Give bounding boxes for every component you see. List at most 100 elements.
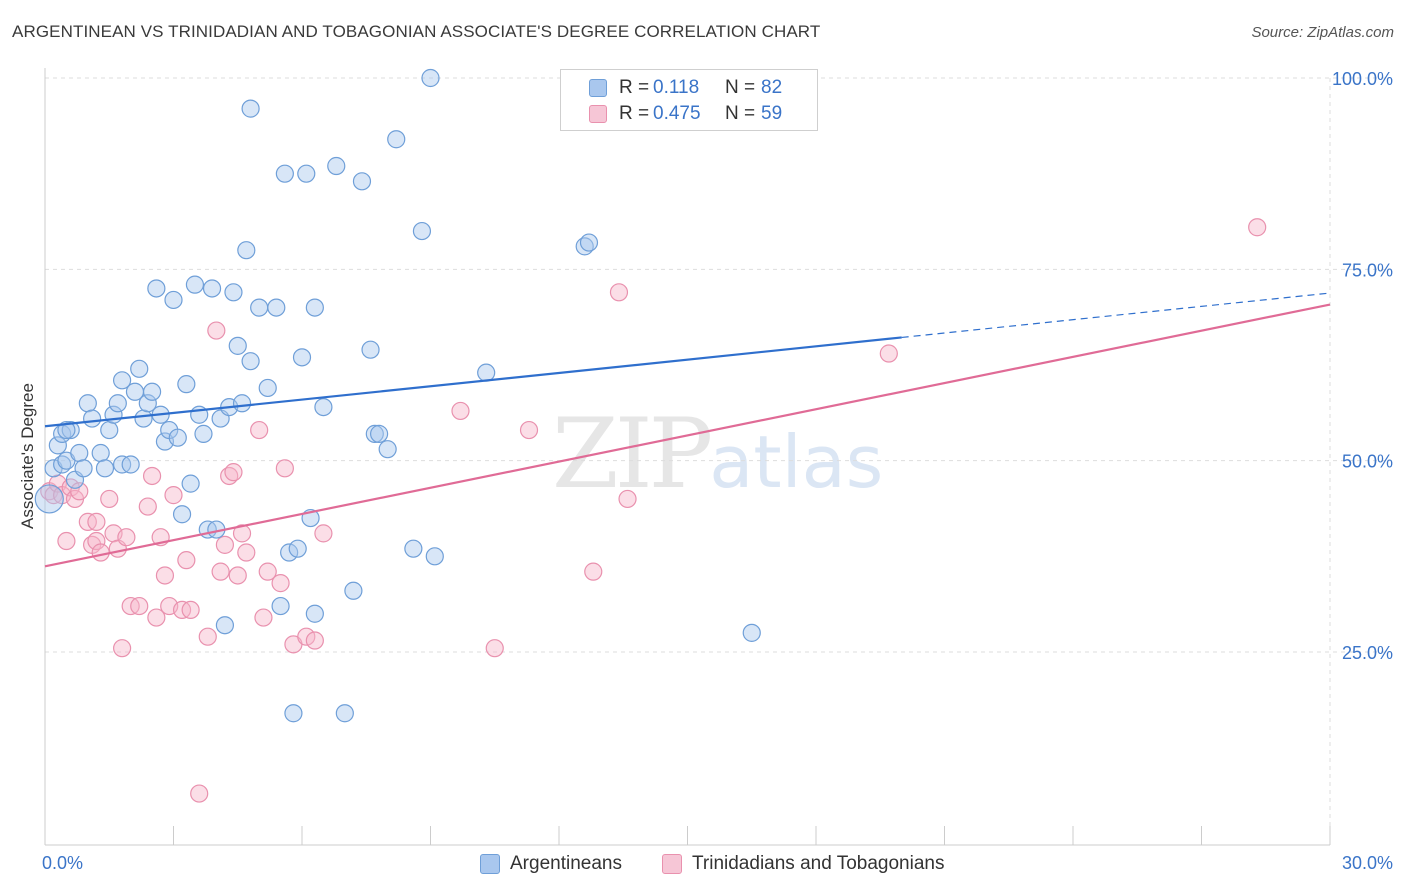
source-label: Source: ZipAtlas.com [1251, 24, 1394, 41]
watermark-atlas: atlas [709, 420, 884, 504]
legend-n-value: 82 [761, 77, 783, 98]
legend-n-value: 59 [761, 103, 783, 124]
trinidadian-point [147, 608, 166, 627]
trinidadian-point [618, 489, 637, 509]
argentinean-point [147, 279, 166, 298]
trinidadian-point [112, 639, 132, 658]
argentinean-point [378, 440, 397, 459]
argentinean-point [91, 443, 110, 463]
argentinean-point [579, 233, 599, 252]
trend-lines [44, 292, 1331, 568]
legend-swatch-blue [589, 79, 607, 97]
argentinean-point [361, 340, 380, 359]
argentinean-point [172, 505, 192, 524]
argentinean-point [288, 539, 307, 558]
argentinean-point [100, 420, 119, 440]
argentinean-point [267, 298, 286, 317]
argentinean-point [237, 241, 256, 260]
argentinean-point [365, 424, 384, 443]
argentinean-point [314, 397, 333, 417]
argentinean-point [404, 539, 423, 558]
trinidadian-point [254, 608, 273, 627]
argentinean-point [95, 459, 115, 478]
legend-n-label: N = [725, 103, 756, 124]
argentinean-point [185, 275, 205, 294]
trinidadian-point [297, 627, 316, 646]
y-tick-label: 50.0% [1342, 452, 1393, 472]
trinidadian-point [232, 524, 252, 543]
trinidadian-point [130, 596, 149, 616]
legend-row-argentineans: R = 0.118 N = 82 [589, 76, 782, 100]
trinidadian-point [305, 631, 324, 650]
argentinean-point [292, 348, 312, 367]
argentinean-point [280, 543, 299, 562]
trinidadian-point [70, 482, 89, 501]
argentinean-point [61, 420, 80, 440]
argentinean-point [742, 623, 761, 642]
argentinean-point [78, 394, 97, 413]
argentinean-point [74, 459, 93, 478]
bottom-legend-trinidadians: Trinidadians and Tobagonians [662, 852, 944, 876]
argentinean-point [138, 394, 157, 413]
argentinean-point [134, 409, 153, 428]
trinidadian-point [451, 401, 470, 421]
trinidadian-point [190, 784, 209, 803]
y-tick-label: 75.0% [1342, 260, 1393, 280]
y-tick-label: 100.0% [1332, 69, 1393, 89]
trinidadian-point [207, 321, 226, 340]
trinidadian-point [215, 535, 234, 554]
argentinean-point [335, 704, 354, 723]
argentinean-point [344, 581, 363, 600]
trinidadian-point [485, 639, 504, 658]
argentinean-point [48, 436, 67, 455]
legend-n-label: N = [725, 77, 756, 98]
trend-line-argentineans [44, 336, 902, 428]
legend-r-value: 0.118 [653, 77, 700, 98]
argentinean-point [327, 156, 346, 176]
legend-r-label: R = [619, 103, 650, 124]
argentinean-point [130, 359, 149, 378]
bottom-legend-swatch-blue [480, 854, 500, 874]
argentinean-point [181, 474, 200, 493]
trinidadian-point [87, 512, 106, 531]
legend-row-trinidadians: R = 0.475 N = 59 [589, 102, 782, 126]
trinidadian-point [237, 543, 256, 562]
argentinean-point [421, 68, 440, 88]
argentinean-point [477, 363, 496, 382]
trinidadian-point [211, 562, 230, 581]
trinidadian-point [228, 566, 247, 585]
trend-line-trinidadians [44, 303, 1331, 568]
argentinean-point [121, 455, 140, 474]
argentinean-point [34, 484, 64, 514]
bottom-legend-swatch-pink [662, 854, 682, 874]
y-axis-title: Associate's Degree [18, 383, 37, 529]
watermark: ZIPatlas [552, 398, 883, 510]
trinidadian-point [117, 528, 136, 547]
argentinean-point [271, 596, 290, 616]
trinidadian-point [250, 420, 269, 440]
series-trinidadian-points [40, 218, 1267, 803]
argentinean-point [57, 420, 76, 440]
trinidadian-point [177, 551, 196, 570]
argentinean-point [425, 547, 444, 566]
argentinean-point [177, 375, 196, 394]
bottom-legend-label-trinidadians: Trinidadians and Tobagonians [692, 853, 945, 874]
trinidadian-point [271, 574, 290, 593]
argentinean-point [412, 221, 432, 241]
argentinean-point [387, 130, 406, 149]
trinidadian-point [519, 420, 539, 440]
argentinean-point [224, 283, 243, 302]
argentinean-point [241, 352, 260, 371]
tick-labels: 25.0% 50.0% 75.0% 100.0% 0.0% 30.0% Associate'… [18, 69, 1393, 873]
trinidadian-point [142, 466, 162, 486]
trinidadian-point [198, 627, 217, 646]
bottom-legend-argentineans: Argentineans [480, 852, 622, 876]
argentinean-point [284, 704, 303, 723]
trinidadian-point [1248, 218, 1267, 237]
trinidadian-point [609, 283, 629, 302]
trinidadian-point [57, 531, 76, 551]
argentinean-point [305, 298, 324, 317]
correlation-legend: R = 0.118 N = 82 R = 0.475 N = 59 [560, 69, 818, 131]
trinidadian-point [87, 531, 106, 551]
grid-lines [45, 77, 1390, 845]
